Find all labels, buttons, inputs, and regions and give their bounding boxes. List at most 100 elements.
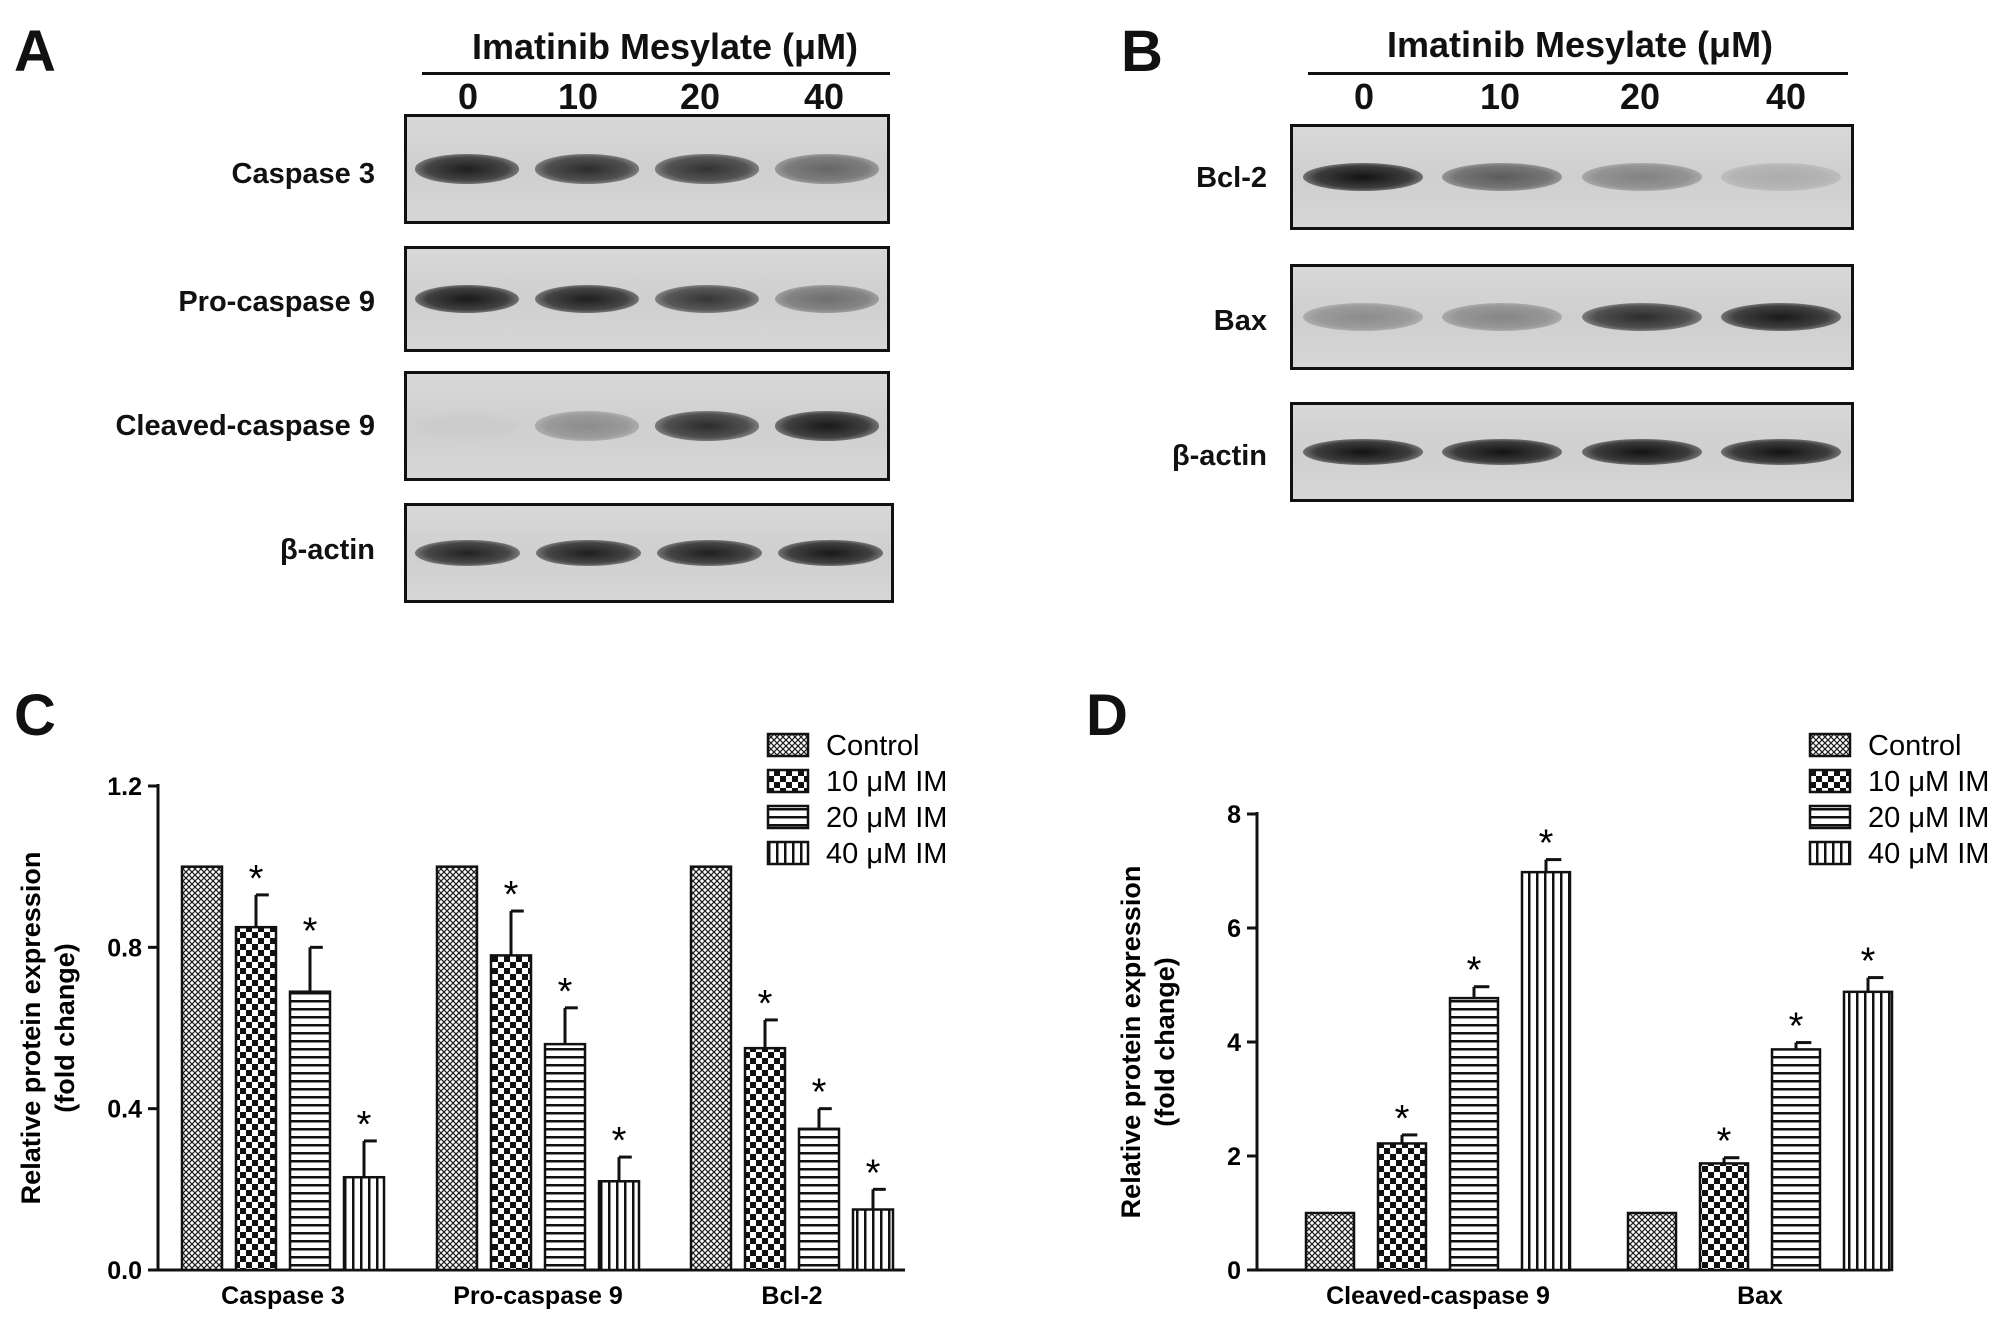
bar — [234, 925, 278, 1272]
concentration-label: 20 — [1619, 76, 1661, 117]
significance-star: * — [504, 874, 519, 916]
bar — [180, 865, 224, 1272]
blot-band — [655, 285, 759, 313]
blot-band — [1581, 303, 1702, 331]
blot-band — [1442, 438, 1563, 466]
blot-title: Imatinib Mesylate (μM) — [471, 26, 859, 67]
blot-band — [1721, 303, 1842, 331]
blot-band — [1442, 303, 1563, 331]
y-axis-label: Relative protein expression — [1116, 866, 1146, 1219]
y-axis-label: (fold change) — [50, 943, 80, 1113]
bar-chart-d: 0 2 4 6 8 Relative protein expression (fold ch… — [1116, 730, 1989, 1310]
y-tick-label: 6 — [1227, 915, 1241, 943]
bar — [1304, 1211, 1356, 1272]
significance-star: * — [303, 910, 318, 952]
blot-band — [535, 285, 639, 313]
blot-strip — [404, 114, 890, 224]
blot-row-label: Caspase 3 — [231, 158, 376, 190]
blot-band — [415, 539, 520, 567]
blot-band — [1721, 438, 1842, 466]
blot-strip — [1290, 124, 1854, 230]
blot-row-label: Cleaved-caspase 9 — [115, 410, 375, 442]
significance-star: * — [1789, 1006, 1804, 1048]
concentration-header-line — [422, 72, 890, 75]
concentration-label: 10 — [1479, 76, 1521, 117]
blot-band — [775, 285, 879, 313]
concentration-label: 40 — [1765, 76, 1807, 117]
blot-band — [1302, 303, 1423, 331]
significance-star: * — [357, 1104, 372, 1146]
blot-strip — [404, 503, 894, 603]
legend-swatch — [766, 732, 810, 758]
legend-swatch — [766, 768, 810, 794]
concentration-label: 10 — [557, 76, 599, 117]
blot-band — [775, 411, 879, 441]
x-tick-label: Bax — [1737, 1282, 1783, 1310]
bar — [597, 1180, 641, 1272]
legend-label: 10 μM IM — [826, 766, 947, 798]
x-tick-label: Pro-caspase 9 — [453, 1282, 623, 1310]
legend-swatch — [766, 840, 810, 866]
bar — [1770, 1048, 1822, 1272]
significance-star: * — [612, 1120, 627, 1162]
legend-label: Control — [826, 730, 920, 762]
blot-strip — [1290, 402, 1854, 502]
legend-swatch — [1808, 804, 1852, 830]
bar — [797, 1127, 841, 1272]
concentration-header-line — [1308, 72, 1848, 75]
panel-letter-c: C — [14, 683, 56, 748]
bar — [1376, 1142, 1428, 1272]
blot-band — [778, 539, 883, 567]
legend-label: 10 μM IM — [1868, 766, 1989, 798]
bar — [435, 865, 479, 1272]
significance-star: * — [866, 1152, 881, 1194]
y-tick-label: 0.0 — [107, 1257, 142, 1285]
y-tick-label: 0.8 — [107, 934, 142, 962]
bar — [1698, 1162, 1750, 1272]
bar — [489, 954, 533, 1272]
blot-band — [1302, 438, 1423, 466]
significance-star: * — [758, 983, 773, 1025]
blot-strip — [404, 371, 890, 481]
blot-band — [775, 154, 879, 184]
blot-row-label: Bcl-2 — [1196, 162, 1267, 194]
y-tick-label: 0 — [1227, 1257, 1241, 1285]
concentration-label: 20 — [679, 76, 721, 117]
bar — [1520, 870, 1572, 1272]
legend-swatch — [766, 804, 810, 830]
concentration-label: 0 — [457, 76, 479, 117]
blot-band — [415, 154, 519, 184]
panel-letter-d: D — [1086, 683, 1128, 748]
bar — [1448, 996, 1500, 1272]
y-tick-label: 8 — [1227, 801, 1241, 829]
bar — [288, 990, 332, 1272]
blot-band — [1442, 163, 1563, 191]
blot-band — [536, 539, 641, 567]
significance-star: * — [1539, 823, 1554, 865]
legend-label: 40 μM IM — [826, 838, 947, 870]
bar — [1626, 1211, 1678, 1272]
panel-letter-a: A — [14, 19, 56, 84]
significance-star: * — [1861, 941, 1876, 983]
y-tick-label: 4 — [1227, 1029, 1241, 1057]
y-tick-label: 2 — [1227, 1143, 1241, 1171]
blot-band — [535, 411, 639, 441]
x-tick-label: Caspase 3 — [221, 1282, 345, 1310]
legend-label: 20 μM IM — [1868, 802, 1989, 834]
bar — [743, 1046, 787, 1272]
concentration-label: 0 — [1353, 76, 1375, 117]
significance-star: * — [558, 971, 573, 1013]
significance-star: * — [1467, 950, 1482, 992]
significance-star: * — [1395, 1098, 1410, 1140]
significance-star: * — [249, 858, 264, 900]
bar-chart-c: 0.0 0.4 0.8 1.2 Relative protein expression(… — [16, 730, 947, 1310]
blot-band — [535, 154, 639, 184]
y-tick-label: 1.2 — [107, 773, 142, 801]
significance-star: * — [1717, 1121, 1732, 1163]
x-tick-label: Bcl-2 — [761, 1282, 822, 1310]
blot-band — [415, 411, 519, 441]
x-tick-label: Cleaved-caspase 9 — [1326, 1282, 1550, 1310]
legend-label: 20 μM IM — [826, 802, 947, 834]
blot-band — [655, 154, 759, 184]
bar — [689, 865, 733, 1272]
